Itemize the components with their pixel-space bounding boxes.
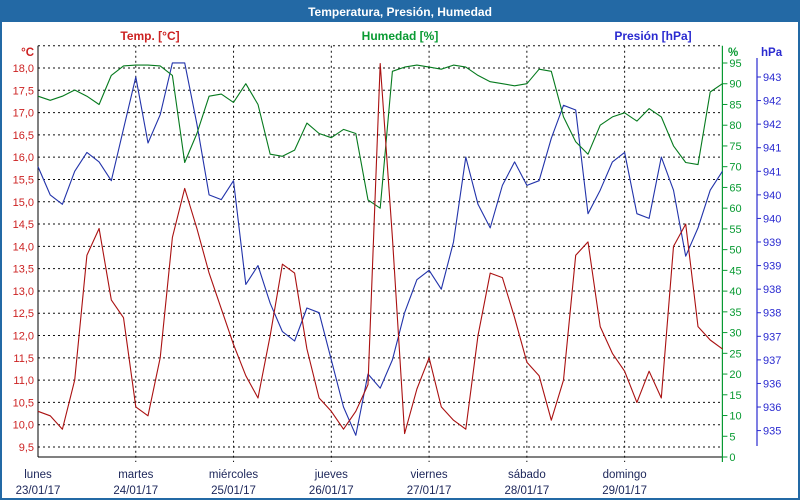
legend-pressure: Presión [hPa]	[614, 29, 691, 43]
tick-label: 9,5	[19, 442, 34, 454]
tick-label: 943	[763, 72, 781, 84]
tick-label: 90	[729, 79, 741, 91]
tick-label: 10,5	[13, 397, 34, 409]
tick-label: 65	[729, 182, 741, 194]
humidity-series-line	[37, 64, 723, 209]
tick-label: 10	[729, 411, 741, 423]
pressure-axis-unit-label: hPa	[761, 47, 783, 59]
tick-label: 40	[729, 286, 741, 298]
temperature-series-line	[37, 62, 723, 435]
tick-label: 28/01/17	[504, 485, 549, 497]
tick-label: 18,0	[13, 63, 34, 75]
tick-label: 940	[763, 190, 781, 202]
tick-label: 936	[763, 378, 781, 390]
tick-label: viernes	[411, 469, 448, 481]
tick-label: 15	[729, 390, 741, 402]
tick-label: 15,5	[13, 174, 34, 186]
tick-label: 938	[763, 308, 781, 320]
temp-axis-unit-label: °C	[21, 47, 34, 59]
tick-label: 14,0	[13, 241, 34, 253]
axis-lines-and-ticks	[37, 45, 761, 462]
tick-label: 26/01/17	[309, 485, 354, 497]
tick-label: 60	[729, 203, 741, 215]
humidity-axis-unit-label: %	[728, 47, 738, 59]
tick-label: 55	[729, 224, 741, 236]
tick-label: miércoles	[209, 469, 258, 481]
window-title: Temperatura, Presión, Humedad	[308, 5, 492, 19]
tick-label: 15,0	[13, 197, 34, 209]
tick-label: 5	[729, 431, 735, 443]
tick-label: martes	[118, 469, 153, 481]
tick-label: 940	[763, 213, 781, 225]
tick-label: 11,5	[13, 353, 34, 365]
tick-label: 75	[729, 141, 741, 153]
tick-label: 942	[763, 96, 781, 108]
tick-label: 941	[763, 166, 781, 178]
pressure-series-line	[37, 62, 723, 436]
tick-label: 942	[763, 119, 781, 131]
tick-label: 70	[729, 162, 741, 174]
tick-label: 16,5	[13, 130, 34, 142]
tick-label: 14,5	[13, 219, 34, 231]
tick-label: 45	[729, 265, 741, 277]
tick-label: 10,0	[13, 420, 34, 432]
tick-label: 939	[763, 261, 781, 273]
tick-label: 937	[763, 355, 781, 367]
tick-label: 24/01/17	[113, 485, 158, 497]
tick-label: 17,0	[13, 108, 34, 120]
tick-label: 16,0	[13, 152, 34, 164]
tick-label: 35	[729, 307, 741, 319]
tick-label: 13,5	[13, 264, 34, 276]
window-title-bar: Temperatura, Presión, Humedad	[2, 2, 798, 22]
tick-label: 941	[763, 143, 781, 155]
tick-label: 80	[729, 120, 741, 132]
tick-label: 25/01/17	[211, 485, 256, 497]
tick-label: 13,0	[13, 286, 34, 298]
legend-humidity: Humedad [%]	[362, 29, 439, 43]
tick-label: 936	[763, 402, 781, 414]
tick-label: 25	[729, 348, 741, 360]
tick-label: 938	[763, 284, 781, 296]
tick-label: 935	[763, 426, 781, 438]
tick-label: lunes	[24, 469, 52, 481]
tick-label: 937	[763, 331, 781, 343]
tick-label: 12,0	[13, 331, 34, 343]
x-axis-day-labels: lunes 23/01/17 martes 24/01/17 miércoles 25/0…	[16, 469, 647, 497]
tick-label: 29/01/17	[602, 485, 647, 497]
tick-label: 0	[729, 452, 735, 464]
axis-tick-labels: 18,0 17,5 17,0 16,5 16,0 15,5 15,0 14,5 14,0 13,5…	[13, 58, 782, 464]
tick-label: 30	[729, 328, 741, 340]
tick-label: 23/01/17	[16, 485, 61, 497]
gridlines	[38, 45, 723, 462]
data-series-lines	[37, 62, 723, 436]
tick-label: domingo	[603, 469, 647, 481]
tick-label: 939	[763, 237, 781, 249]
tick-label: 95	[729, 58, 741, 70]
tick-label: jueves	[314, 469, 348, 481]
tick-label: 20	[729, 369, 741, 381]
tick-label: 11,0	[13, 375, 34, 387]
tick-label: 27/01/17	[407, 485, 452, 497]
tick-label: sábado	[508, 469, 546, 481]
tick-label: 12,5	[13, 308, 34, 320]
tick-label: 85	[729, 99, 741, 111]
tick-label: 50	[729, 245, 741, 257]
legend-temperature: Temp. [°C]	[120, 29, 179, 43]
tick-label: 17,5	[13, 85, 34, 97]
